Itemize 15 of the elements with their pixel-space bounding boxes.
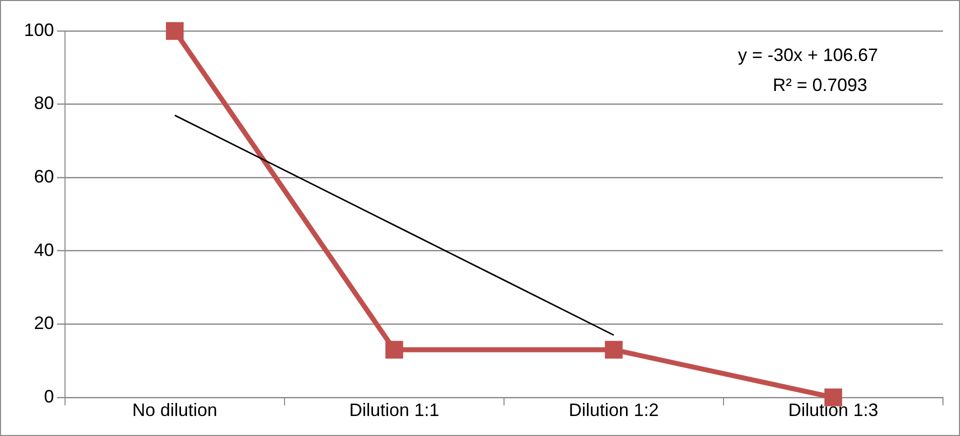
point — [166, 22, 184, 40]
point — [385, 340, 404, 359]
x-tick-label: Dilution 1:3 — [788, 400, 878, 420]
y-tick-label: 40 — [34, 240, 54, 260]
y-tick-label: 0 — [44, 386, 54, 406]
y-tick-label: 60 — [34, 166, 54, 187]
y-tick-label: 20 — [34, 313, 54, 334]
x-tick-label: No dilution — [132, 400, 218, 420]
point — [604, 340, 623, 359]
x-tick-label: Dilution 1:2 — [568, 400, 659, 420]
annotation: y = -30x + 106.67 — [738, 45, 878, 65]
x-tick-label: Dilution 1:1 — [349, 400, 440, 420]
y-tick-label: 80 — [34, 93, 54, 114]
annotation: R² = 0.7093 — [772, 75, 868, 95]
y-tick-label: 100 — [24, 20, 54, 40]
